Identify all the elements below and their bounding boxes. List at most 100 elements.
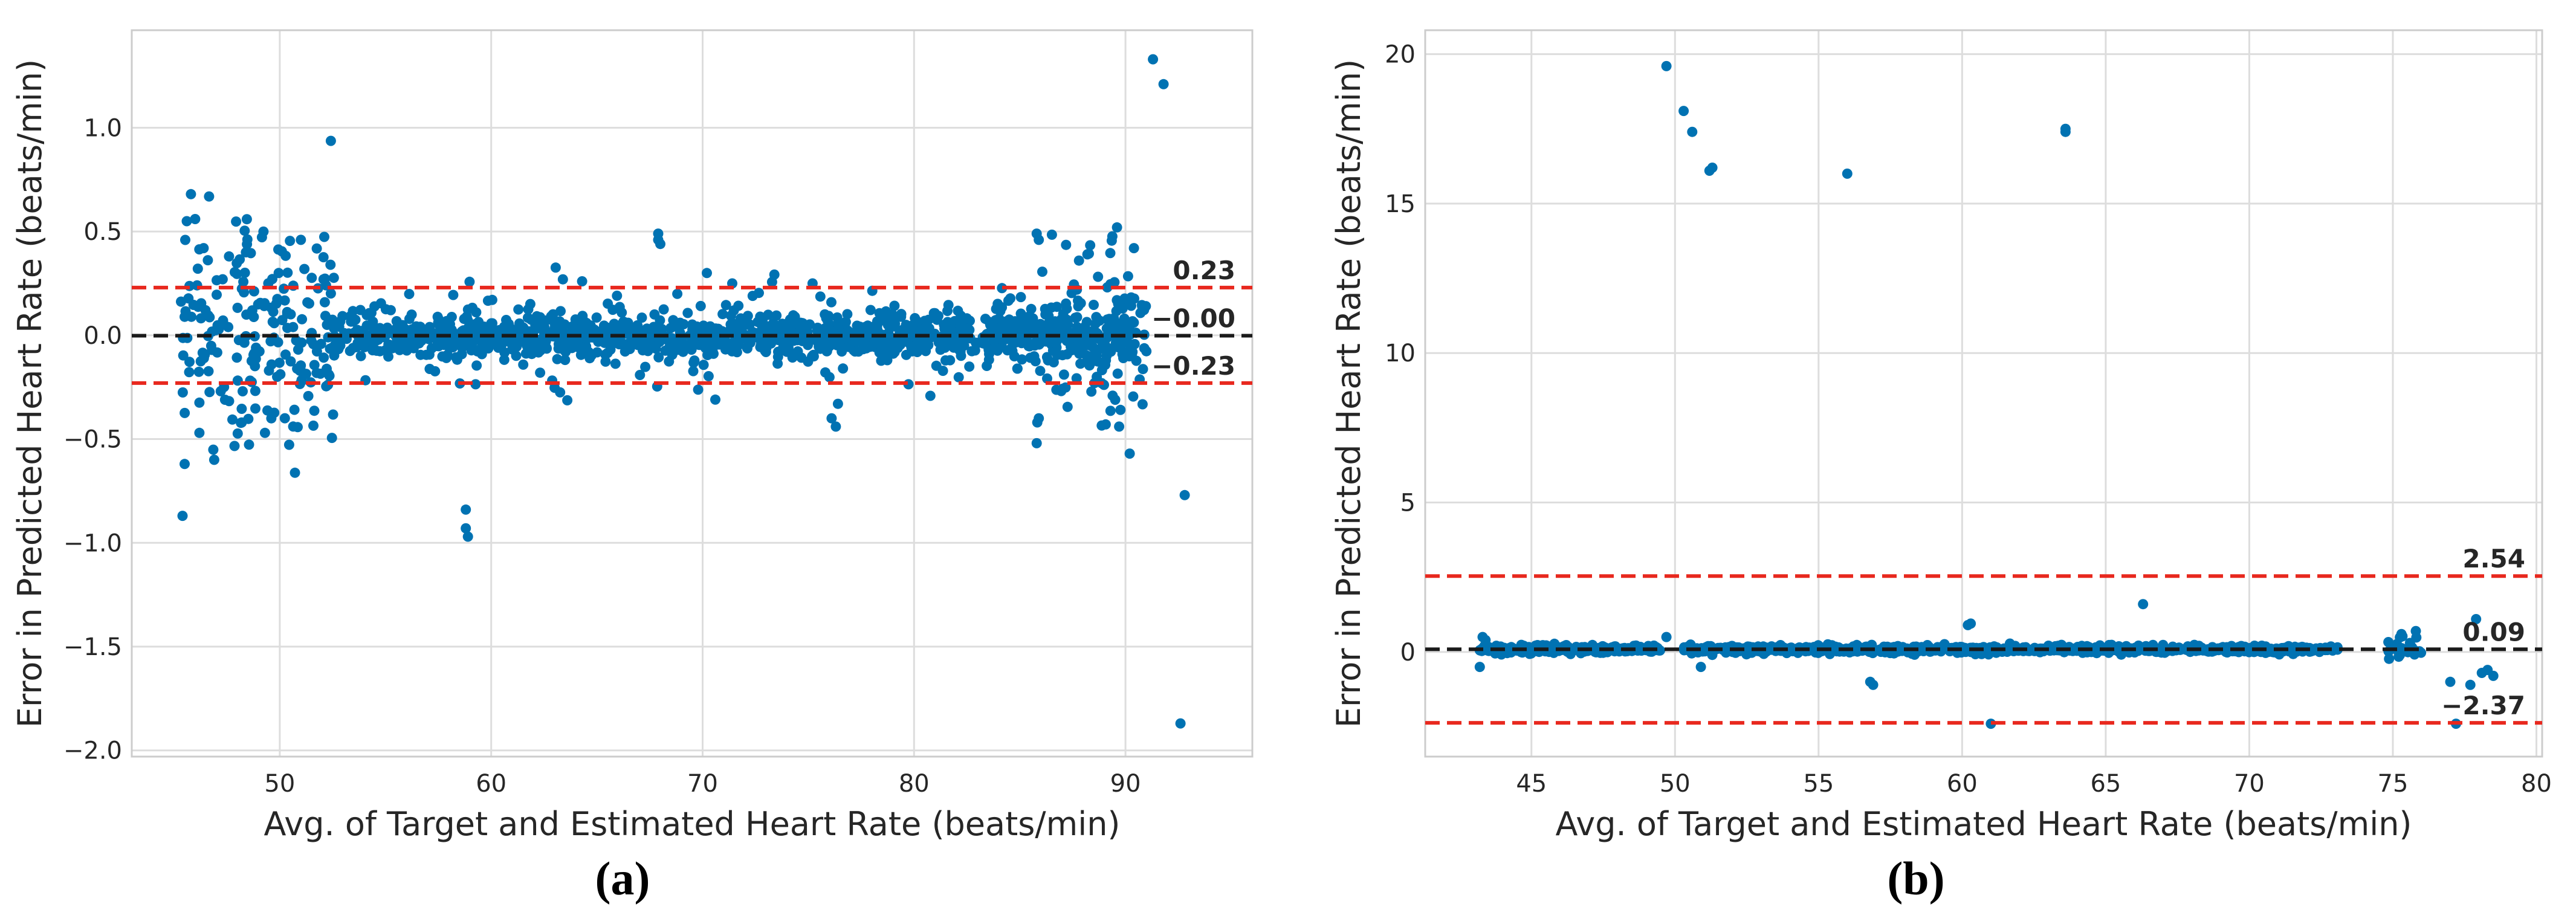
x-tick-label: 50 (264, 770, 295, 798)
data-point (1138, 364, 1148, 375)
data-point (577, 276, 587, 286)
data-point (717, 309, 728, 320)
data-point (1634, 644, 1645, 654)
x-tick-label: 75 (2378, 770, 2409, 798)
data-point (355, 351, 366, 361)
data-point (983, 354, 994, 365)
data-point (1114, 421, 1125, 432)
panel-a-chart: 0.23 −0.00 −0.23 50 60 70 80 90 1.0 0.5 0.0 −0.5 −1.… (11, 29, 1254, 905)
data-point (177, 387, 188, 398)
data-point (658, 304, 669, 315)
data-point (1112, 222, 1122, 233)
data-point (2384, 653, 2395, 664)
data-point (1073, 301, 1084, 312)
data-point (896, 309, 907, 320)
data-point (1001, 318, 1012, 329)
data-point (840, 317, 851, 328)
x-tick-label: 65 (2090, 770, 2121, 798)
data-point (949, 332, 960, 343)
data-point (1086, 386, 1097, 397)
data-point (935, 344, 946, 355)
data-point (518, 359, 529, 370)
data-point (678, 346, 688, 357)
data-point (762, 335, 772, 346)
data-point (427, 328, 438, 338)
data-point (642, 346, 653, 357)
y-axis-label: Error in Predicted Heart Rate (beats/min… (11, 59, 49, 728)
data-point (1105, 248, 1116, 259)
data-point (184, 367, 195, 378)
data-point (917, 344, 928, 355)
data-point (636, 312, 647, 323)
x-tick-label: 60 (476, 770, 506, 798)
data-point (1040, 309, 1051, 320)
data-point (1084, 352, 1095, 363)
data-point (771, 325, 781, 336)
data-point (560, 355, 571, 366)
panel-caption: (a) (595, 852, 650, 905)
data-point (235, 254, 245, 265)
data-point (308, 420, 319, 431)
data-point (231, 268, 242, 279)
data-point (789, 311, 800, 322)
data-point (320, 311, 331, 321)
data-point (1119, 336, 1130, 347)
data-point (1049, 321, 1060, 332)
y-tick-label: 0.0 (83, 322, 122, 350)
data-point (725, 319, 736, 330)
data-point (1115, 404, 1126, 415)
data-point (291, 335, 302, 346)
data-point (1842, 168, 1853, 179)
data-point (580, 343, 591, 354)
x-axis-label: Avg. of Target and Estimated Heart Rate … (1556, 805, 2412, 843)
data-point (618, 316, 629, 327)
data-point (1009, 351, 1020, 362)
data-point (1137, 399, 1148, 410)
data-point (842, 309, 853, 320)
data-point (733, 300, 744, 311)
data-point (797, 318, 808, 329)
data-point (882, 355, 893, 366)
data-point (702, 268, 712, 279)
data-point (264, 365, 274, 376)
data-point (693, 384, 704, 395)
data-point (591, 312, 602, 323)
data-point (208, 444, 219, 455)
data-point (1158, 79, 1169, 89)
data-point (380, 304, 391, 315)
data-point (550, 262, 561, 273)
data-point (213, 324, 224, 335)
data-point (1015, 308, 1026, 319)
data-point (1107, 231, 1118, 242)
data-point (248, 312, 259, 322)
data-point (239, 225, 250, 236)
data-point (259, 427, 270, 438)
data-point (311, 367, 322, 378)
x-tick-label: 70 (2234, 770, 2265, 798)
data-point (268, 306, 279, 317)
data-point (1136, 300, 1147, 311)
y-tick-label: 0.5 (83, 218, 122, 246)
data-point (461, 311, 472, 322)
data-point (194, 397, 205, 408)
data-point (244, 439, 254, 450)
data-point (311, 243, 322, 254)
data-point (2488, 670, 2499, 681)
data-point (198, 243, 209, 254)
data-point (231, 352, 242, 363)
data-point (250, 403, 261, 414)
data-point (600, 349, 611, 360)
data-point (714, 325, 725, 336)
data-point (910, 313, 921, 323)
data-point (525, 299, 536, 309)
data-point (655, 315, 665, 326)
data-point (297, 314, 308, 325)
data-point (852, 320, 862, 331)
x-tick-label: 90 (1110, 770, 1141, 798)
data-point (250, 386, 261, 396)
data-point (394, 344, 405, 355)
panel-caption: (b) (1887, 852, 1944, 905)
data-point (1006, 343, 1017, 354)
data-point (1718, 644, 1729, 654)
data-point (288, 421, 299, 432)
